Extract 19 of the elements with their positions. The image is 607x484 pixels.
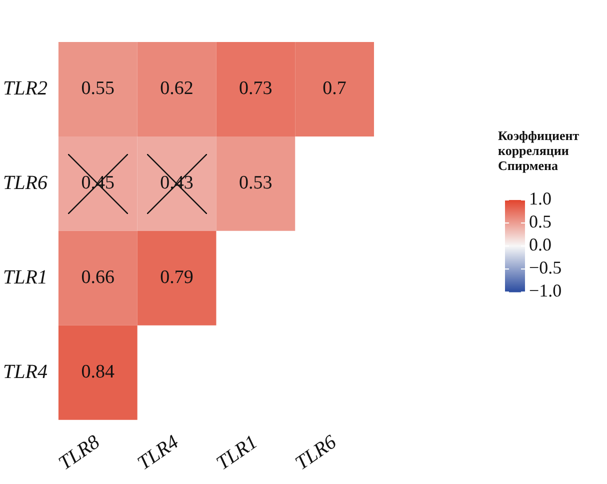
data-label: 0.73: [239, 78, 272, 100]
data-label: 0.79: [160, 267, 194, 288]
x-tick-label: TLR1: [212, 431, 262, 475]
data-label: 0.62: [160, 78, 194, 100]
color-bar-label: −0.5: [529, 258, 562, 278]
y-tick-label: TLR2: [2, 77, 48, 100]
y-tick-label: TLR1: [2, 266, 48, 288]
data-label: 0.55: [81, 78, 115, 100]
y-tick-label: TLR6: [2, 172, 48, 194]
color-bar-label: 0.5: [529, 212, 552, 232]
data-label: 0.66: [81, 267, 115, 288]
color-bar-title: Коэффициент корреляции Спирмена: [498, 128, 580, 173]
data-label: 0.84: [81, 362, 116, 383]
data-label: 0.7: [322, 78, 346, 100]
y-tick-label: TLR4: [2, 360, 48, 383]
color-bar-label: 0.0: [529, 234, 552, 255]
data-label: 0.53: [239, 172, 272, 194]
color-bar-label: 1.0: [529, 188, 552, 209]
color-bar-label: −1.0: [529, 280, 562, 301]
